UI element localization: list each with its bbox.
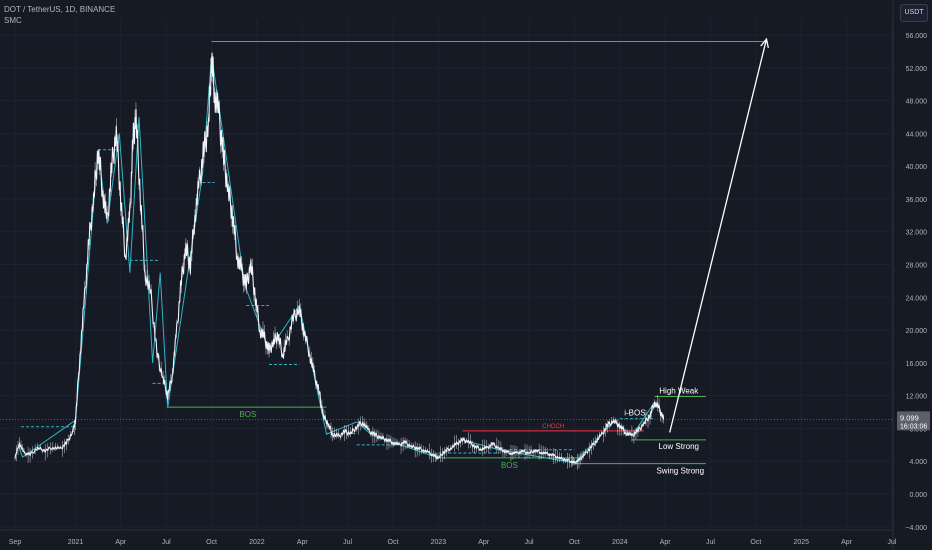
currency-button[interactable]: USDT [900, 4, 928, 22]
x-tick-label: 2023 [431, 539, 447, 546]
x-tick-label: Apr [660, 539, 672, 546]
i-bos-label: i-BOS [624, 409, 645, 418]
x-tick-label: 2024 [612, 539, 628, 546]
x-tick-label: Jul [887, 539, 896, 546]
bos-label-upper: BOS [239, 410, 256, 419]
y-tick-label: −4.000 [905, 525, 927, 532]
high-weak-label: High Weak [659, 386, 699, 395]
x-tick-label: Apr [115, 539, 127, 546]
projection-arrow [669, 37, 769, 433]
x-tick-label: Oct [206, 539, 217, 546]
x-tick-label: Jul [162, 539, 171, 546]
choch-label: CHOCH [542, 424, 564, 430]
chart-grid [0, 0, 894, 550]
price-series [14, 52, 665, 470]
swing-strong-label: Swing Strong [656, 467, 704, 476]
indicator-label[interactable]: SMC [4, 16, 22, 25]
y-tick-label: 12.000 [906, 394, 928, 401]
low-strong-label: Low Strong [659, 442, 699, 451]
y-tick-label: 0.000 [909, 492, 927, 499]
structure-line [17, 55, 656, 464]
x-axis: Sep 2021 Apr Jul Oct 2022 Apr Jul Oct 2023 Apr Jul O… [9, 539, 897, 546]
y-tick-label: 20.000 [906, 328, 928, 335]
x-tick-label: Jul [706, 539, 715, 546]
price-tag-box [897, 411, 930, 431]
projection-line [669, 38, 768, 433]
x-tick-label: Apr [297, 539, 309, 546]
x-tick-label: Sep [9, 539, 22, 546]
price-tag-countdown: 16:03:06 [900, 423, 927, 430]
x-tick-label: Apr [478, 539, 490, 546]
structure-zigzag [17, 55, 656, 464]
y-axis: 56.000 52.000 48.000 44.000 40.000 36.000 32.0… [905, 33, 927, 532]
y-tick-label: 36.000 [906, 197, 928, 204]
x-tick-label: 2022 [249, 539, 265, 546]
price-line [14, 52, 665, 464]
x-tick-label: Apr [841, 539, 853, 546]
y-tick-label: 52.000 [906, 66, 928, 73]
y-tick-label: 24.000 [906, 295, 928, 302]
y-tick-label: 56.000 [906, 33, 928, 40]
y-tick-label: 28.000 [906, 263, 928, 270]
x-tick-label: 2025 [793, 539, 809, 546]
x-tick-label: Jul [343, 539, 352, 546]
y-tick-label: 16.000 [906, 361, 928, 368]
x-tick-label: 2021 [68, 539, 84, 546]
y-tick-label: 4.000 [909, 459, 927, 466]
x-tick-label: Oct [388, 539, 399, 546]
y-tick-label: 48.000 [906, 99, 928, 106]
y-tick-label: 44.000 [906, 131, 928, 138]
x-tick-label: Oct [750, 539, 761, 546]
price-tag-value: 9.099 [900, 413, 919, 422]
y-tick-label: 32.000 [906, 230, 928, 237]
x-tick-label: Jul [525, 539, 534, 546]
bos-label-lower: BOS [501, 461, 518, 470]
symbol-title[interactable]: DOT / TetherUS, 1D, BINANCE [4, 5, 116, 14]
y-tick-label: 40.000 [906, 164, 928, 171]
structure-levels [0, 41, 893, 465]
x-tick-label: Oct [569, 539, 580, 546]
annotations: BOS BOS CHOCH i-BOS High Weak Low Strong Swing… [239, 386, 704, 475]
arrow-head [760, 37, 769, 49]
